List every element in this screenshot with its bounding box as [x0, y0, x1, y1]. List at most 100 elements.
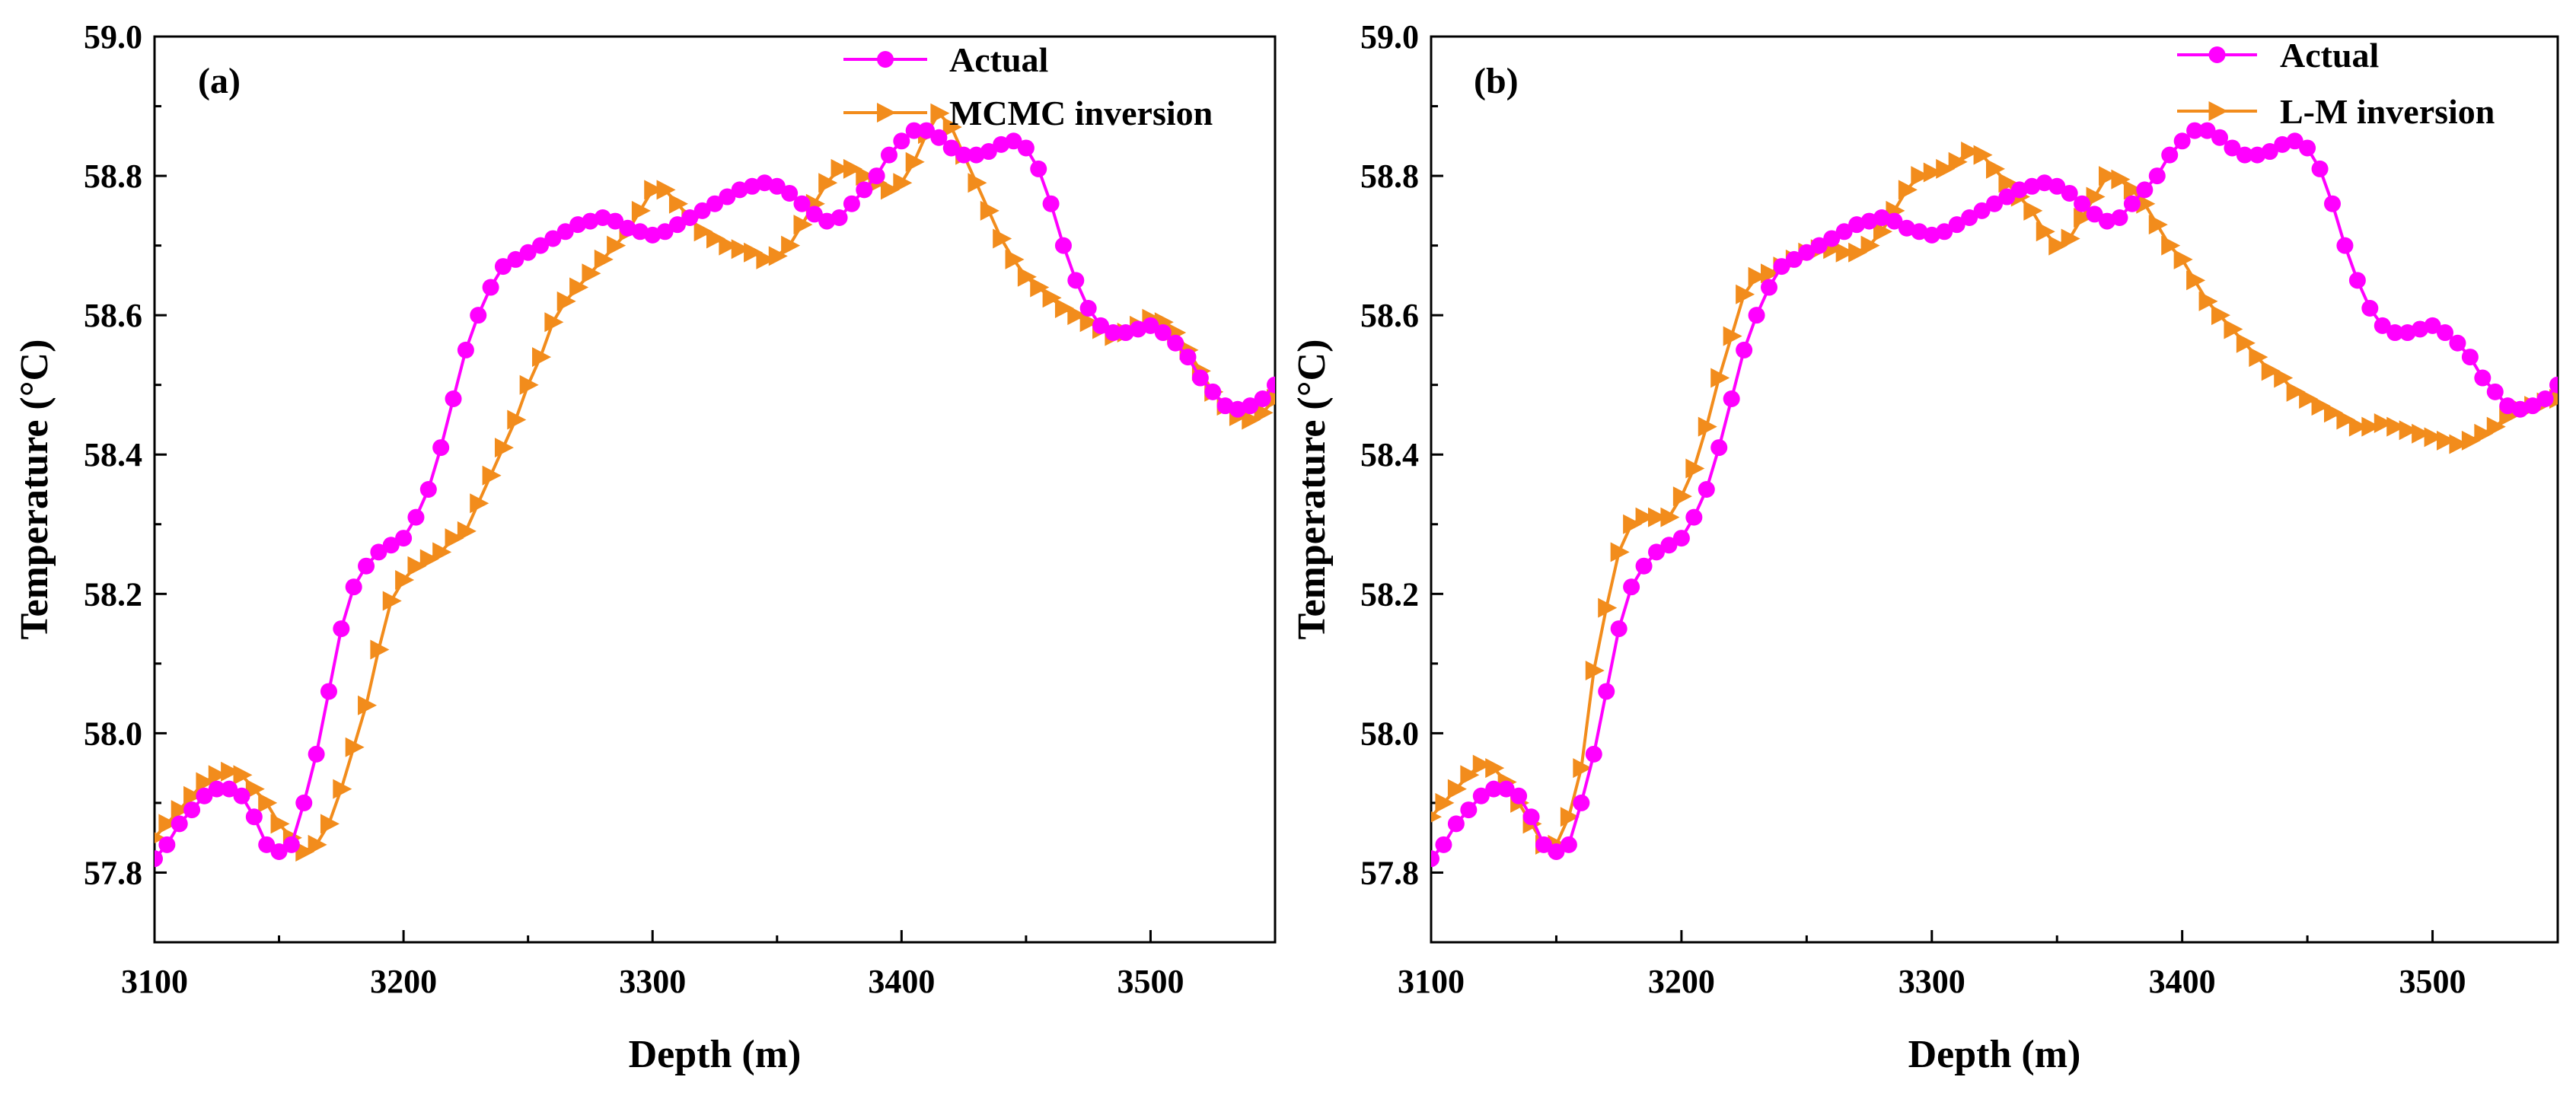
data-point	[233, 765, 253, 785]
data-point	[2286, 381, 2306, 402]
data-point	[1548, 843, 1565, 860]
data-point	[1017, 139, 1035, 157]
data-point	[1860, 235, 1880, 256]
legend: Actual MCMC inversion	[843, 40, 1213, 132]
data-point	[2048, 235, 2068, 256]
data-point	[980, 200, 999, 221]
data-point	[395, 530, 413, 547]
data-point	[1560, 807, 1580, 827]
panel-label: (b)	[1474, 61, 1519, 101]
y-axis-title: Temperature (°C)	[13, 339, 56, 640]
data-point	[1973, 145, 1993, 165]
data-point	[171, 815, 188, 833]
data-point	[445, 390, 462, 407]
data-point	[1017, 266, 1037, 287]
data-point	[1485, 758, 1505, 779]
y-tick-label: 58.8	[1360, 158, 1419, 195]
data-point	[2136, 193, 2156, 214]
data-point	[905, 122, 923, 139]
y-tick-label: 57.8	[1360, 854, 1419, 891]
data-point	[333, 779, 352, 799]
data-point	[2324, 403, 2343, 423]
data-point	[668, 193, 688, 214]
data-point	[1573, 758, 1592, 779]
data-point	[1798, 244, 1816, 261]
data-point	[470, 307, 487, 324]
x-tick-label: 3300	[619, 963, 686, 1000]
data-point	[955, 146, 973, 164]
data-point	[1610, 620, 1628, 638]
x-tick-label: 3500	[1117, 963, 1184, 1000]
data-point	[1685, 508, 1703, 526]
data-point	[2211, 129, 2228, 146]
data-point	[470, 493, 489, 514]
y-tick-label: 58.0	[84, 715, 142, 752]
data-point	[196, 787, 213, 804]
data-point	[1431, 850, 1439, 868]
data-point	[942, 139, 960, 157]
data-point	[370, 543, 387, 561]
data-point	[1736, 284, 1755, 304]
data-point	[1092, 317, 1110, 334]
series-line	[155, 110, 1275, 854]
data-point	[282, 836, 300, 853]
y-tick-label: 58.4	[1360, 436, 1419, 473]
data-point	[1598, 597, 1618, 618]
data-point	[308, 834, 327, 855]
data-point	[1005, 132, 1022, 150]
data-point	[221, 761, 241, 782]
data-point	[2099, 166, 2118, 186]
x-tick-label: 3100	[121, 963, 188, 1000]
data-point	[155, 850, 163, 868]
data-point	[731, 239, 751, 260]
data-point	[918, 122, 936, 139]
data-point	[793, 215, 813, 235]
data-point	[1510, 787, 1528, 804]
data-point	[233, 787, 250, 804]
data-point	[221, 780, 238, 798]
data-point	[1447, 779, 1467, 799]
data-point	[1898, 180, 1918, 200]
data-point	[1998, 173, 2018, 193]
data-point	[2173, 249, 2193, 269]
x-tick-label: 3200	[1648, 963, 1715, 1000]
plot-frame	[153, 35, 1277, 944]
series-line	[1431, 149, 2558, 846]
data-point	[208, 765, 228, 785]
y-tick-label: 58.4	[84, 436, 142, 473]
data-point	[532, 237, 550, 254]
data-point	[1785, 250, 1803, 268]
data-point	[781, 235, 801, 256]
data-point	[2348, 272, 2366, 289]
data-point	[1660, 537, 1678, 554]
data-point	[1191, 369, 1209, 387]
data-point	[1005, 249, 1025, 269]
data-point	[2386, 324, 2404, 342]
data-point	[843, 195, 860, 212]
data-point	[1179, 349, 1197, 366]
data-point	[519, 244, 537, 261]
data-point	[1936, 223, 1953, 241]
data-point	[432, 439, 450, 457]
data-point	[2424, 427, 2444, 448]
data-point	[1948, 216, 1965, 234]
data-point	[930, 103, 950, 123]
data-point	[308, 745, 325, 763]
data-point	[1435, 792, 1455, 813]
data-point	[2449, 434, 2469, 454]
data-point	[1042, 288, 1062, 308]
data-point	[856, 166, 875, 186]
data-point	[856, 181, 873, 199]
data-point	[556, 291, 576, 311]
data-point	[1167, 334, 1184, 352]
data-point	[2474, 369, 2492, 387]
data-point	[2161, 235, 2181, 256]
data-point	[2236, 146, 2253, 164]
legend-marker	[2208, 46, 2226, 63]
data-point	[1598, 683, 1615, 700]
data-point	[2111, 169, 2131, 190]
data-point	[930, 129, 948, 146]
data-point	[1054, 237, 1072, 254]
y-tick-label: 58.0	[1360, 715, 1419, 752]
